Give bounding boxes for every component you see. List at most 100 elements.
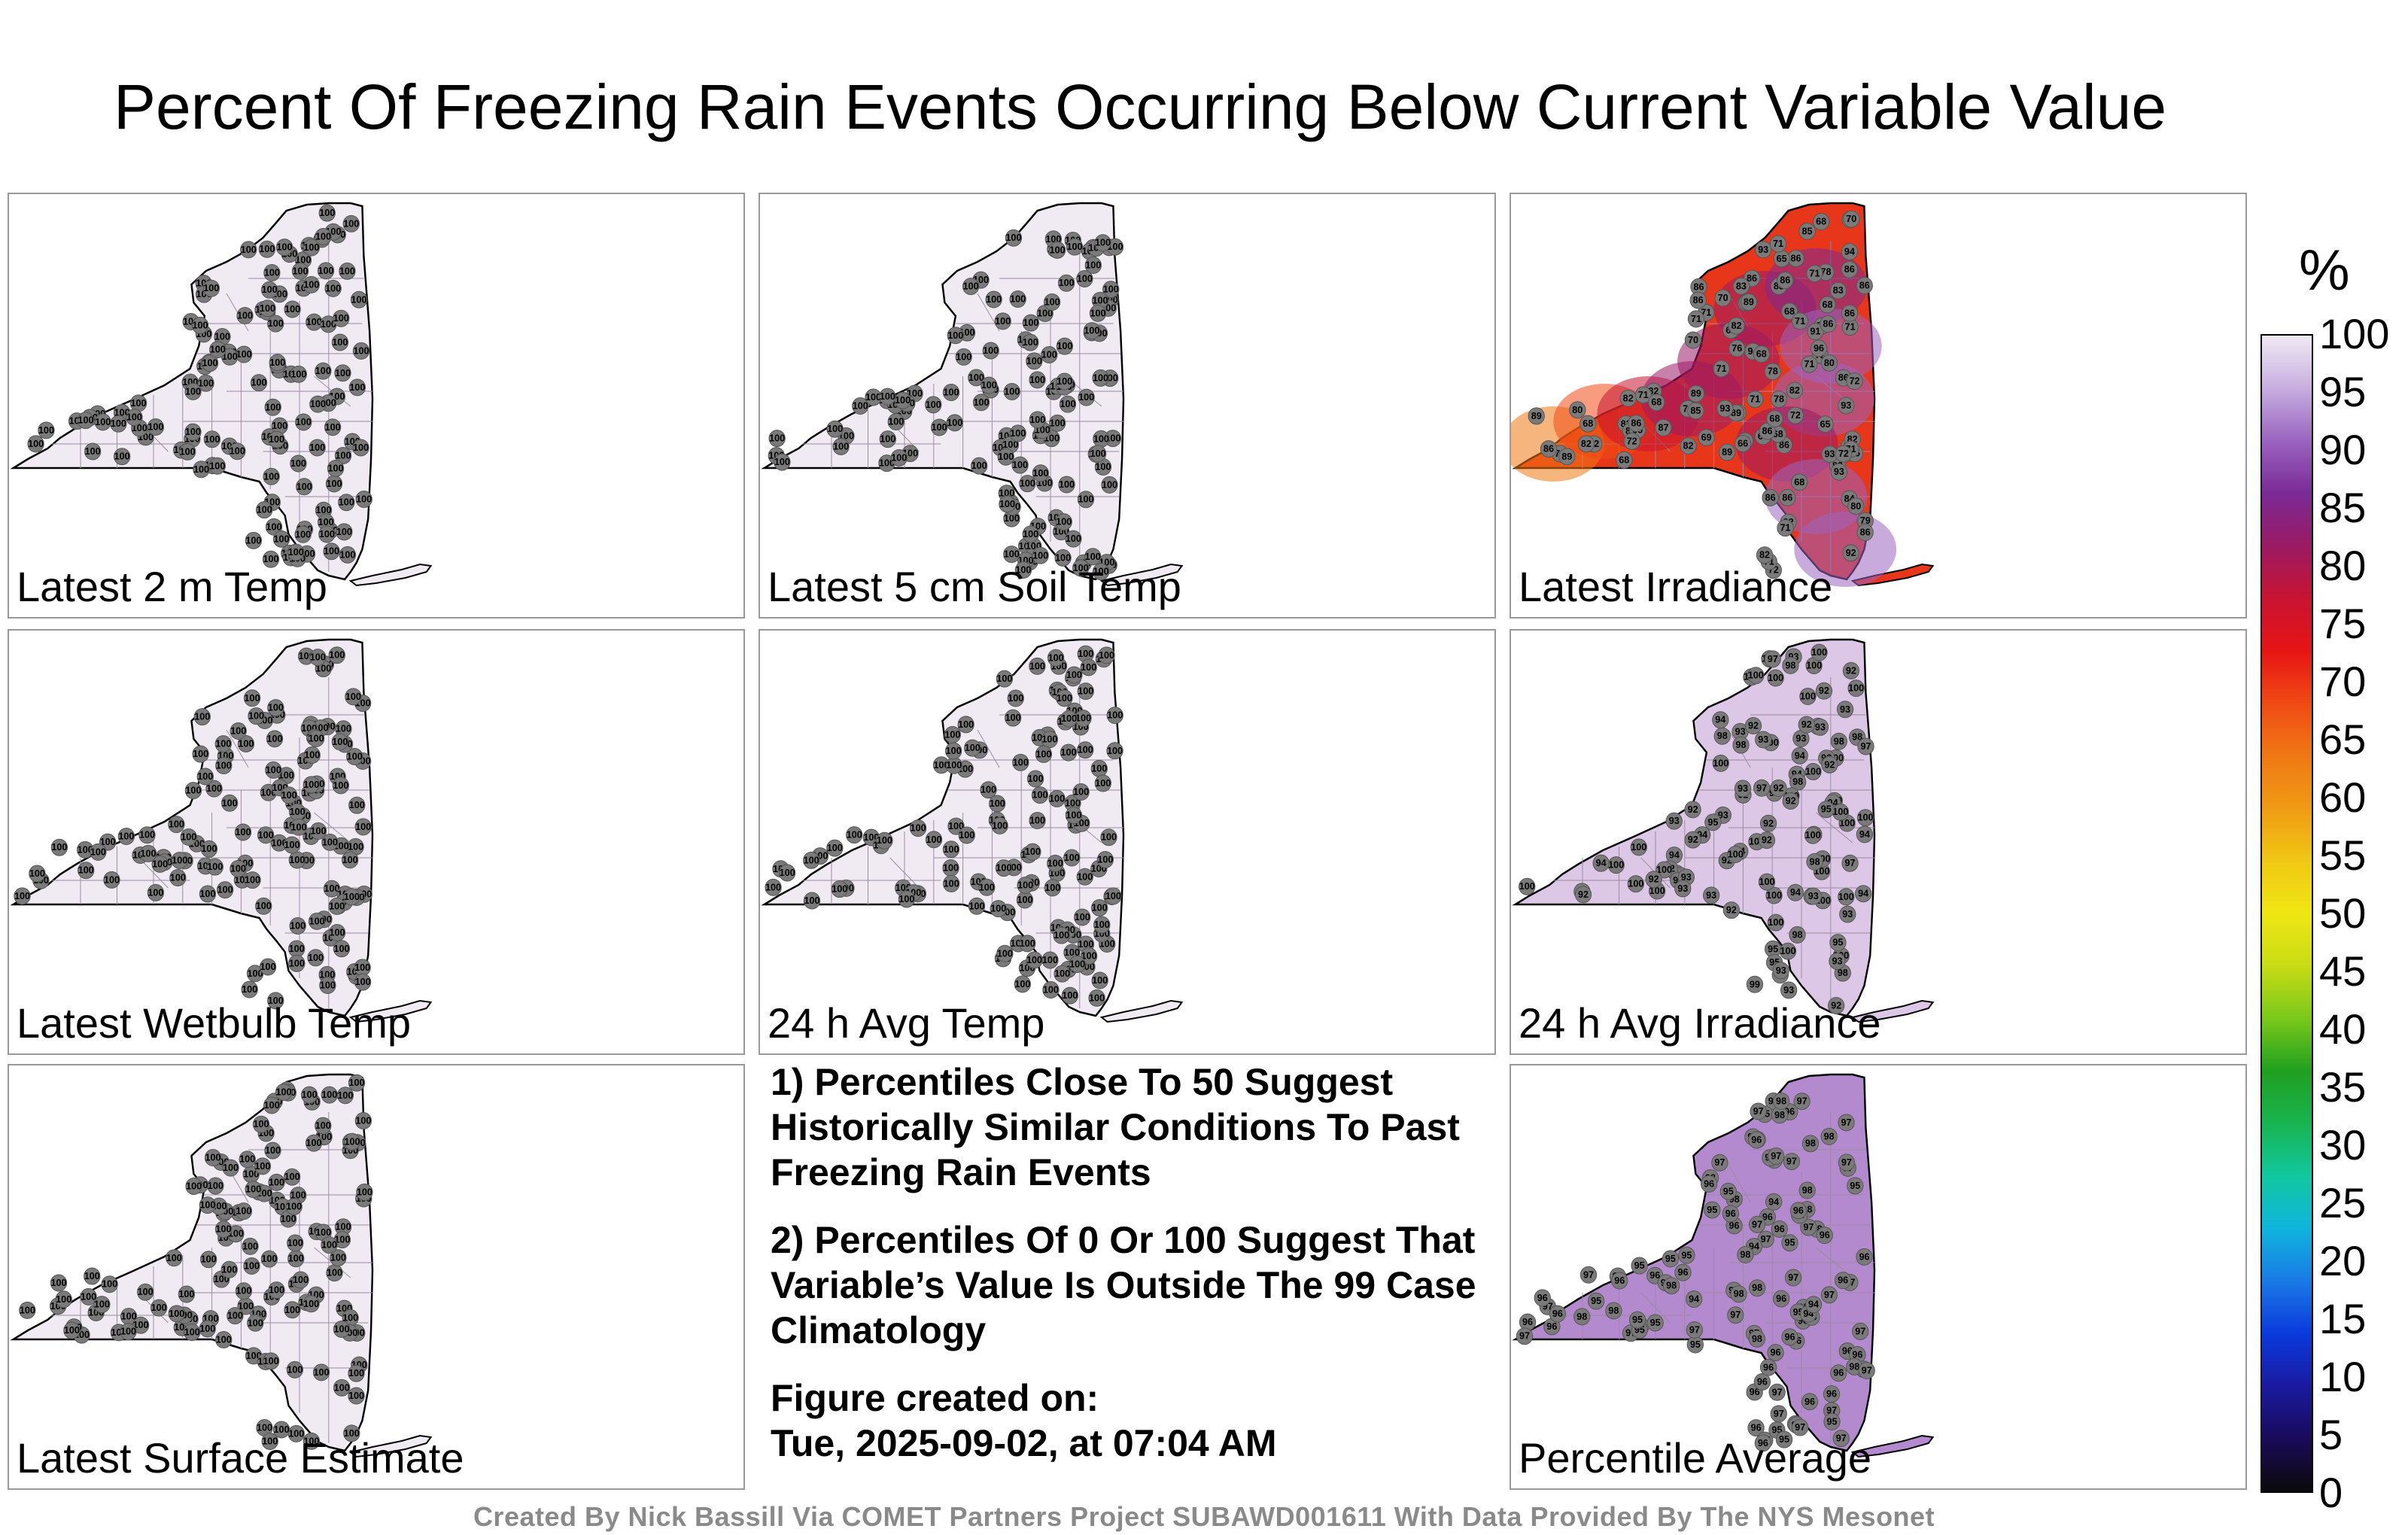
station-value: 100 <box>81 1290 96 1302</box>
station-value: 71 <box>1804 358 1814 369</box>
station-dot <box>1747 1419 1765 1437</box>
station-marker: 100 <box>343 888 360 906</box>
panel-irradiance: 8686868276827979868680868678726980828391… <box>1510 193 2247 619</box>
station-marker: 93 <box>1732 722 1749 740</box>
station-dot <box>1847 497 1865 515</box>
station-marker: 95 <box>1704 1201 1721 1219</box>
station-dot <box>295 413 312 431</box>
station-marker: 100 <box>305 1134 323 1152</box>
station-marker: 100 <box>94 413 111 431</box>
station-marker: 98 <box>1749 1279 1766 1297</box>
station-value: 100 <box>1099 649 1114 661</box>
station-dot <box>876 831 893 850</box>
station-value: 68 <box>1583 418 1593 429</box>
station-value: 100 <box>947 330 963 341</box>
station-value: 98 <box>1608 1305 1619 1316</box>
station-value: 100 <box>236 348 252 360</box>
station-marker: 100 <box>318 525 336 543</box>
station-dot <box>126 409 143 427</box>
station-marker: 93 <box>1836 701 1854 719</box>
station-dot <box>879 430 896 448</box>
station-dot <box>256 501 273 519</box>
station-marker: 100 <box>269 354 286 372</box>
station-value: 98 <box>1805 1138 1816 1149</box>
station-value: 100 <box>85 445 101 457</box>
station-value: 100 <box>194 710 210 722</box>
station-dot <box>1623 432 1640 450</box>
station-marker: 100 <box>244 871 261 889</box>
station-dot <box>1059 395 1077 413</box>
station-value: 100 <box>1768 916 1783 928</box>
station-dot <box>341 851 359 869</box>
station-value: 100 <box>1042 954 1058 965</box>
state-map: 1001009810010010094100100989898949494959… <box>1512 638 1935 1023</box>
station-dot <box>1088 989 1105 1007</box>
station-dot <box>184 423 202 441</box>
station-value: 93 <box>1718 809 1728 820</box>
station-value: 100 <box>306 1137 322 1148</box>
station-marker: 100 <box>1519 877 1536 895</box>
station-value: 100 <box>1043 983 1059 995</box>
station-dot <box>168 816 185 834</box>
station-dot <box>1009 290 1026 308</box>
station-value: 100 <box>290 457 306 469</box>
station-value: 100 <box>1066 669 1082 680</box>
station-marker: 100 <box>985 290 1002 309</box>
station-value: 71 <box>1780 521 1791 533</box>
station-marker: 100 <box>999 495 1016 513</box>
station-marker: 100 <box>1061 986 1079 1005</box>
station-dot <box>1579 1266 1598 1284</box>
station-value: 92 <box>1763 817 1774 828</box>
station-dot <box>1817 801 1835 819</box>
station-marker: 93 <box>1755 731 1772 749</box>
station-marker: 100 <box>1054 965 1071 983</box>
station-marker: 100 <box>330 1249 347 1267</box>
station-marker: 94 <box>1791 746 1808 764</box>
station-value: 100 <box>217 883 233 895</box>
station-marker: 100 <box>1092 563 1110 581</box>
station-value: 100 <box>258 829 274 840</box>
station-marker: 97 <box>1783 1153 1801 1171</box>
station-value: 97 <box>1826 1405 1837 1416</box>
station-dot <box>1634 386 1652 404</box>
station-value: 79 <box>1860 515 1871 526</box>
station-marker: 100 <box>243 689 261 707</box>
station-marker: 100 <box>55 1290 72 1309</box>
station-value: 82 <box>1759 549 1770 561</box>
station-marker: 100 <box>303 239 321 257</box>
station-value: 100 <box>78 414 93 425</box>
station-value: 100 <box>1005 232 1021 243</box>
station-marker: 100 <box>268 1173 285 1191</box>
station-dot <box>1712 711 1729 729</box>
station-value: 100 <box>315 504 331 515</box>
station-dot <box>345 688 362 706</box>
station-value: 100 <box>1066 241 1082 252</box>
station-dot <box>768 430 786 448</box>
station-marker: 100 <box>1003 546 1020 564</box>
long-island-outline <box>1850 999 1935 1023</box>
station-value: 100 <box>965 742 981 753</box>
station-value: 96 <box>1751 1134 1762 1145</box>
station-value: 94 <box>1859 828 1871 840</box>
station-dot <box>1007 689 1024 707</box>
station-marker: 100 <box>206 858 223 876</box>
station-marker: 100 <box>308 912 326 930</box>
station-dot <box>333 1378 351 1397</box>
station-value: 100 <box>804 854 819 865</box>
station-marker: 100 <box>971 457 988 475</box>
station-marker: 100 <box>946 414 963 432</box>
station-value: 100 <box>203 282 219 293</box>
station-value: 100 <box>999 498 1015 509</box>
station-dot <box>964 739 981 757</box>
station-value: 100 <box>1858 812 1874 823</box>
station-dot <box>1686 1321 1704 1339</box>
station-marker: 71 <box>1806 265 1823 283</box>
state-map: 1001001001001001001001001001001001001001… <box>10 638 433 1023</box>
panel-label: 24 h Avg Temp <box>768 999 1045 1047</box>
station-value: 100 <box>1107 745 1123 756</box>
station-value: 100 <box>296 416 312 427</box>
station-marker: 100 <box>191 316 209 334</box>
station-marker: 100 <box>942 859 959 877</box>
station-value: 100 <box>269 1284 284 1295</box>
station-value: 100 <box>185 385 201 397</box>
